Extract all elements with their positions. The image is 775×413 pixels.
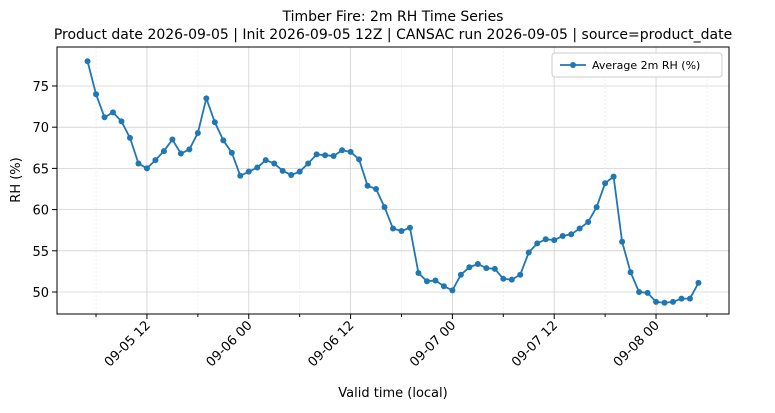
point bbox=[449, 287, 456, 294]
y-tick-label: 50 bbox=[32, 286, 49, 301]
point bbox=[186, 146, 193, 153]
y-tick-label: 75 bbox=[32, 80, 49, 95]
x-tick-label: 09-08 00 bbox=[611, 318, 663, 370]
point bbox=[373, 185, 380, 192]
point bbox=[500, 275, 507, 282]
point bbox=[203, 95, 210, 102]
point bbox=[84, 58, 91, 65]
chart-title: Timber Fire: 2m RH Time Series bbox=[282, 9, 504, 25]
y-axis-label: RH (%) bbox=[9, 157, 24, 202]
point bbox=[585, 218, 592, 225]
plot-frame bbox=[56, 46, 730, 315]
point bbox=[160, 148, 167, 155]
point bbox=[110, 109, 116, 116]
point bbox=[347, 148, 354, 155]
point bbox=[653, 298, 660, 305]
point bbox=[101, 114, 108, 121]
point bbox=[177, 150, 184, 157]
point bbox=[237, 172, 244, 179]
point bbox=[254, 164, 261, 171]
point bbox=[661, 299, 668, 306]
point bbox=[262, 157, 269, 164]
legend-box bbox=[551, 52, 723, 78]
point bbox=[576, 225, 583, 232]
point bbox=[593, 204, 600, 211]
x-tick-label: 09-07 00 bbox=[407, 318, 459, 370]
legend-label: Average 2m RH (%) bbox=[592, 59, 700, 72]
point bbox=[390, 225, 396, 232]
point bbox=[322, 152, 329, 159]
point bbox=[152, 157, 159, 164]
point bbox=[534, 240, 541, 247]
point bbox=[169, 136, 176, 143]
point bbox=[610, 173, 617, 180]
point bbox=[313, 151, 320, 158]
x-tick-label: 09-06 00 bbox=[204, 318, 256, 370]
legend-marker bbox=[570, 62, 576, 68]
point bbox=[143, 165, 150, 172]
point bbox=[474, 260, 481, 267]
y-tick-label: 65 bbox=[32, 162, 49, 177]
point bbox=[670, 298, 676, 305]
point bbox=[279, 167, 286, 174]
point bbox=[525, 249, 532, 256]
point bbox=[542, 236, 549, 243]
point bbox=[135, 160, 142, 167]
x-axis-label: Valid time (local) bbox=[338, 386, 447, 401]
point bbox=[559, 232, 566, 239]
point bbox=[220, 137, 227, 144]
point bbox=[364, 182, 371, 189]
point bbox=[440, 283, 447, 290]
point bbox=[211, 119, 218, 126]
y-tick-label: 70 bbox=[32, 121, 49, 136]
point bbox=[636, 288, 643, 295]
point bbox=[432, 277, 439, 284]
point bbox=[288, 171, 295, 178]
x-tick-label: 09-05 12 bbox=[102, 318, 154, 370]
point bbox=[296, 168, 303, 175]
point bbox=[686, 295, 693, 302]
point bbox=[551, 237, 558, 244]
point bbox=[517, 271, 524, 278]
point bbox=[381, 204, 388, 211]
y-tick-label: 60 bbox=[32, 204, 49, 219]
point bbox=[466, 264, 473, 271]
point bbox=[457, 271, 464, 278]
point bbox=[330, 153, 337, 160]
y-tick-label: 55 bbox=[32, 245, 49, 260]
point bbox=[398, 228, 405, 235]
point bbox=[228, 149, 235, 156]
point bbox=[678, 295, 685, 302]
chart-subtitle: Product date 2026-09-05 | Init 2026-09-0… bbox=[54, 27, 732, 43]
point bbox=[423, 278, 430, 285]
point bbox=[602, 180, 609, 187]
point bbox=[93, 91, 100, 98]
point bbox=[568, 231, 575, 238]
point bbox=[126, 134, 133, 141]
point bbox=[305, 160, 312, 167]
point bbox=[339, 147, 346, 154]
point bbox=[194, 129, 201, 136]
point bbox=[245, 168, 252, 175]
point bbox=[491, 265, 498, 272]
point bbox=[406, 224, 413, 231]
point bbox=[483, 265, 490, 272]
x-tick-label: 09-07 12 bbox=[509, 318, 561, 370]
point bbox=[627, 269, 634, 276]
point bbox=[118, 118, 125, 125]
point bbox=[415, 270, 422, 277]
x-tick-label: 09-06 12 bbox=[305, 318, 357, 370]
point bbox=[695, 279, 702, 286]
point bbox=[619, 238, 626, 245]
point bbox=[271, 160, 278, 167]
point bbox=[644, 289, 651, 296]
point bbox=[356, 156, 363, 163]
point bbox=[508, 276, 515, 283]
